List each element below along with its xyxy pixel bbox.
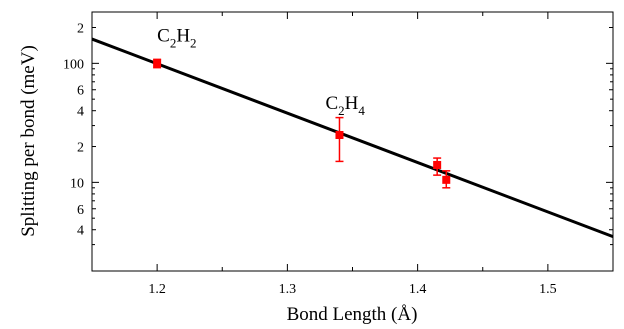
- x-tick-label: 1.3: [279, 282, 297, 297]
- y-tick-label: 4: [77, 224, 84, 239]
- y-tick-label: 100: [63, 57, 84, 72]
- molecule-label: C2H2: [157, 25, 196, 50]
- y-tick-label: 2: [77, 141, 84, 156]
- y-tick-label: 6: [77, 203, 84, 218]
- fit-line-group: [91, 37, 614, 239]
- y-tick-label: 10: [70, 176, 84, 191]
- plot-frame: [91, 11, 614, 272]
- annotations-group: C2H2 C2H4: [157, 25, 365, 118]
- x-tick-label: 1.2: [148, 282, 166, 297]
- data-point: [433, 160, 442, 169]
- fit-line: [91, 37, 614, 239]
- y-tick-label: 2: [77, 22, 84, 37]
- x-axis-title: Bond Length (Å): [287, 304, 418, 325]
- axis-ticks: 1.2 1.3 1.4 1.5 4 6 10 2 4 6 100 2: [63, 12, 614, 297]
- data-point: [153, 59, 162, 68]
- y-axis-title: Splitting per bond (meV): [18, 45, 39, 237]
- x-tick-label: 1.5: [539, 282, 557, 297]
- data-points-group: [153, 58, 451, 189]
- data-point: [442, 175, 451, 184]
- molecule-label: C2H4: [325, 93, 365, 118]
- y-tick-label: 6: [77, 84, 84, 99]
- y-tick-label: 4: [77, 105, 84, 120]
- x-tick-label: 1.4: [409, 282, 427, 297]
- data-point: [335, 130, 344, 139]
